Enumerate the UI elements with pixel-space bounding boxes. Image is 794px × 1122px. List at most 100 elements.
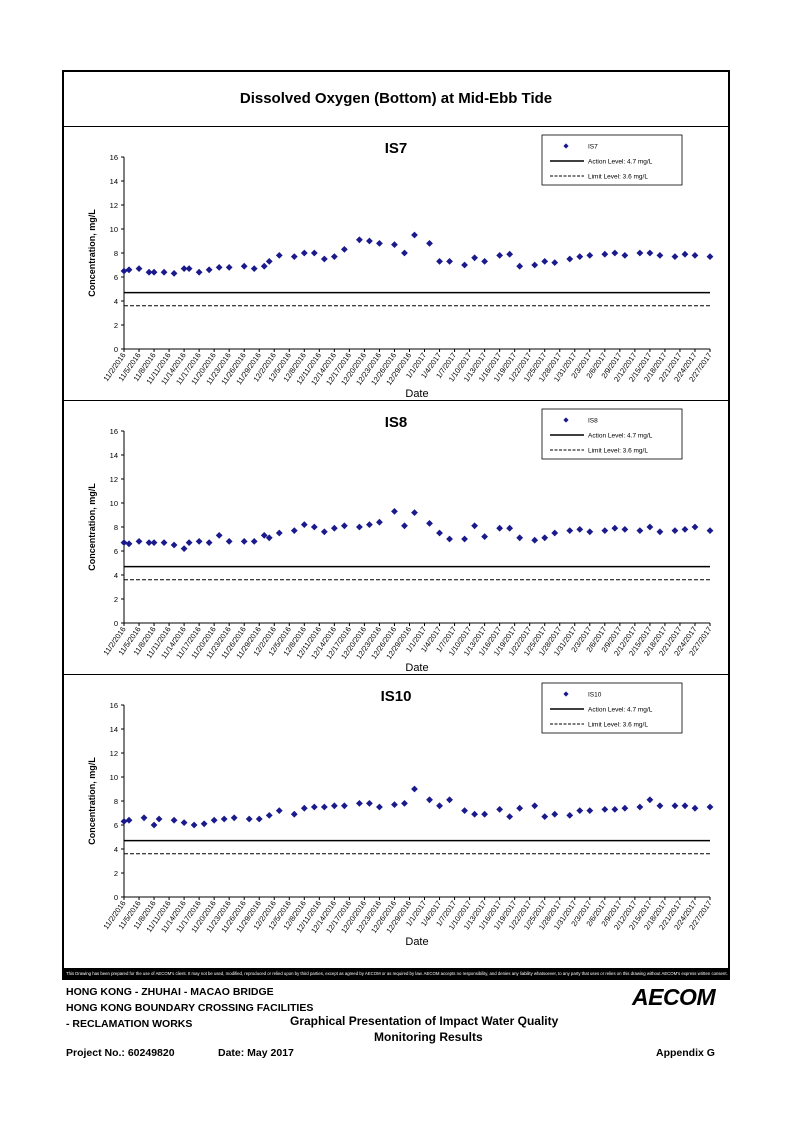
- legend-label: Action Level: 4.7 mg/L: [588, 707, 653, 714]
- legend-label: Action Level: 4.7 mg/L: [588, 159, 653, 166]
- data-point: [646, 523, 654, 531]
- y-tick-label: 14: [110, 451, 118, 460]
- data-point: [671, 802, 679, 810]
- y-axis-title: Concentration, mg/L: [87, 209, 97, 297]
- data-point: [681, 250, 689, 258]
- data-point: [541, 534, 549, 542]
- data-point: [240, 262, 248, 270]
- data-point: [611, 524, 619, 532]
- data-point: [551, 259, 559, 266]
- data-point: [265, 534, 273, 542]
- data-point: [621, 804, 629, 812]
- data-point: [225, 264, 233, 271]
- data-point: [531, 802, 539, 810]
- data-point: [170, 270, 178, 277]
- data-point: [576, 807, 584, 814]
- data-point: [150, 821, 158, 829]
- data-point: [145, 539, 153, 546]
- data-point: [290, 527, 298, 534]
- data-point: [356, 236, 363, 244]
- y-tick-label: 12: [110, 201, 118, 210]
- data-point: [150, 539, 158, 546]
- data-point: [411, 785, 418, 793]
- data-point: [551, 529, 559, 537]
- legend-box: [541, 408, 683, 460]
- data-point: [185, 265, 193, 272]
- data-point: [265, 258, 273, 265]
- data-point: [145, 268, 153, 276]
- data-point: [150, 268, 158, 276]
- y-tick-label: 10: [110, 499, 118, 508]
- y-tick-label: 10: [110, 225, 118, 234]
- y-axis-title: Concentration, mg/L: [87, 483, 97, 571]
- legend-label: Limit Level: 3.6 mg/L: [588, 448, 648, 455]
- data-point: [340, 802, 348, 810]
- data-point: [576, 253, 584, 260]
- y-tick-label: 2: [114, 595, 118, 604]
- legend-box: [541, 134, 683, 186]
- data-point: [566, 812, 574, 819]
- data-point: [391, 241, 398, 248]
- data-point: [706, 803, 714, 811]
- data-point: [506, 524, 514, 532]
- data-point: [681, 802, 689, 810]
- data-point: [691, 523, 699, 531]
- data-point: [366, 237, 373, 245]
- x-axis-title: Date: [405, 388, 428, 400]
- data-point: [531, 536, 539, 544]
- data-point: [426, 796, 433, 804]
- data-point: [496, 524, 504, 532]
- data-point: [496, 806, 504, 813]
- data-point: [566, 255, 574, 263]
- data-point: [601, 806, 609, 813]
- data-point: [611, 249, 619, 257]
- data-point: [706, 253, 714, 260]
- data-point: [330, 253, 338, 260]
- data-point: [220, 815, 228, 823]
- data-point: [471, 254, 478, 262]
- data-point: [636, 249, 644, 257]
- data-point: [471, 810, 478, 818]
- data-point: [300, 804, 308, 812]
- data-point: [461, 807, 468, 814]
- data-point: [290, 253, 298, 260]
- chart-panel-is10: IS10 0 2 4 6 8 10 12 14 16 Concentration, mg/L 11/2…: [64, 674, 728, 951]
- y-tick-label: 0: [114, 345, 118, 354]
- y-tick-label: 12: [110, 475, 118, 484]
- data-point: [290, 810, 298, 818]
- data-point: [125, 540, 133, 548]
- data-point: [180, 819, 188, 826]
- project-line-3: - RECLAMATION WORKS: [66, 1018, 193, 1030]
- data-point: [506, 250, 514, 258]
- chart-panel-is7: IS7 0 2 4 6 8 10 12 14 16 Concentration, mg/L 11/2/…: [64, 126, 728, 403]
- data-point: [586, 252, 594, 259]
- data-point: [656, 528, 664, 536]
- chart-title: IS10: [381, 688, 412, 705]
- data-point: [180, 265, 188, 272]
- data-point: [180, 545, 188, 552]
- data-point: [230, 814, 238, 822]
- data-point: [170, 816, 178, 824]
- project-line-2: HONG KONG BOUNDARY CROSSING FACILITIES: [66, 1002, 314, 1014]
- data-point: [120, 818, 128, 825]
- data-point: [436, 258, 443, 265]
- legend-label: Limit Level: 3.6 mg/L: [588, 722, 648, 729]
- data-point: [446, 535, 453, 543]
- data-point: [160, 268, 168, 276]
- aecom-logo: AECOM: [632, 984, 716, 1010]
- appendix-label: Appendix G: [656, 1047, 715, 1059]
- data-point: [275, 252, 283, 259]
- y-tick-label: 0: [114, 893, 118, 902]
- data-point: [636, 803, 644, 811]
- data-point: [120, 267, 128, 275]
- document-date: Date: May 2017: [218, 1047, 294, 1059]
- data-point: [481, 810, 489, 818]
- data-point: [195, 538, 203, 545]
- data-point: [481, 533, 489, 540]
- data-point: [516, 262, 524, 270]
- data-point: [240, 538, 248, 545]
- data-point: [330, 524, 338, 532]
- y-tick-label: 2: [114, 321, 118, 330]
- y-axis-title: Concentration, mg/L: [87, 757, 97, 845]
- data-point: [366, 521, 373, 528]
